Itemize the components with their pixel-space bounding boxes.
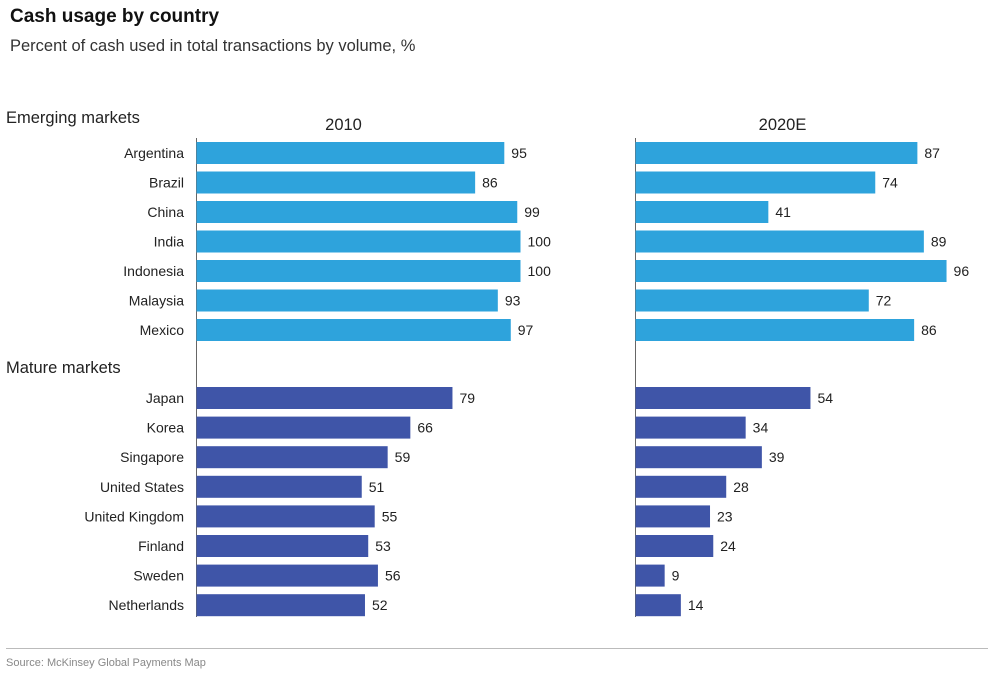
value-label: 24 xyxy=(720,538,736,554)
value-label: 72 xyxy=(876,293,892,309)
group-header: Emerging markets xyxy=(6,109,140,127)
category-label: Brazil xyxy=(149,175,184,191)
value-label: 96 xyxy=(954,263,970,279)
panel-header-2020e: 2020E xyxy=(759,116,807,134)
bar-2010 xyxy=(196,319,511,341)
source-divider xyxy=(6,648,988,649)
value-label: 93 xyxy=(505,293,521,309)
value-label: 23 xyxy=(717,508,733,524)
category-label: Indonesia xyxy=(123,263,184,279)
chart-title: Cash usage by country xyxy=(10,6,220,27)
category-label: United States xyxy=(100,479,184,495)
value-label: 100 xyxy=(528,234,552,250)
bar-2010 xyxy=(196,201,518,223)
value-label: 79 xyxy=(459,390,475,406)
value-label: 51 xyxy=(369,479,385,495)
bar-2020e xyxy=(635,475,727,498)
value-label: 99 xyxy=(524,204,540,220)
value-label: 54 xyxy=(817,390,833,406)
value-label: 39 xyxy=(769,449,785,465)
value-label: 86 xyxy=(921,322,937,338)
category-label: Finland xyxy=(138,538,184,554)
bar-2020e xyxy=(635,319,915,341)
panel-header-2010: 2010 xyxy=(325,116,362,134)
bar-2010 xyxy=(196,416,411,439)
bar-2020e xyxy=(635,387,811,409)
bar-2020e xyxy=(635,564,665,587)
bar-2010 xyxy=(196,535,369,557)
category-label: Korea xyxy=(147,420,185,436)
bar-2010 xyxy=(196,564,378,587)
bar-2020e xyxy=(635,446,762,469)
value-label: 55 xyxy=(382,508,398,524)
category-label: Argentina xyxy=(124,145,184,161)
value-label: 9 xyxy=(672,568,680,584)
bar-2010 xyxy=(196,446,388,469)
bar-2020e xyxy=(635,594,681,617)
value-label: 97 xyxy=(518,322,534,338)
category-label: Japan xyxy=(146,390,184,406)
bar-2010 xyxy=(196,505,375,528)
value-label: 95 xyxy=(511,145,527,161)
value-label: 86 xyxy=(482,175,498,191)
bar-2020e xyxy=(635,142,918,164)
category-label: China xyxy=(147,204,184,220)
value-label: 56 xyxy=(385,568,401,584)
value-label: 34 xyxy=(753,420,769,436)
chart-subtitle: Percent of cash used in total transactio… xyxy=(10,37,416,55)
bar-2020e xyxy=(635,416,746,439)
bar-2010 xyxy=(196,171,476,194)
source-note: Source: McKinsey Global Payments Map xyxy=(6,657,206,669)
value-label: 53 xyxy=(375,538,391,554)
bar-2010 xyxy=(196,475,362,498)
category-label: India xyxy=(154,234,185,250)
value-label: 89 xyxy=(931,234,947,250)
bar-2020e xyxy=(635,260,947,282)
bar-2020e xyxy=(635,230,924,253)
category-label: Netherlands xyxy=(109,597,185,613)
value-label: 87 xyxy=(924,145,940,161)
value-label: 100 xyxy=(528,263,552,279)
value-label: 74 xyxy=(882,175,898,191)
value-label: 28 xyxy=(733,479,749,495)
category-label: Singapore xyxy=(120,449,184,465)
bar-2020e xyxy=(635,171,876,194)
value-label: 52 xyxy=(372,597,388,613)
bar-chart: 2010 2020E Emerging markets Argentina 95 87 Br… xyxy=(6,109,970,617)
bar-2010 xyxy=(196,142,505,164)
category-label: Sweden xyxy=(133,568,184,584)
bar-2010 xyxy=(196,260,521,282)
bar-2010 xyxy=(196,230,521,253)
value-label: 14 xyxy=(688,597,704,613)
group-header: Mature markets xyxy=(6,359,121,377)
value-label: 41 xyxy=(775,204,791,220)
bar-2020e xyxy=(635,201,769,223)
value-label: 59 xyxy=(395,449,411,465)
bar-2010 xyxy=(196,594,365,617)
bar-2020e xyxy=(635,505,711,528)
category-label: Malaysia xyxy=(129,293,184,309)
bar-2020e xyxy=(635,535,714,557)
bar-2010 xyxy=(196,289,498,312)
category-label: Mexico xyxy=(140,322,185,338)
bar-2010 xyxy=(196,387,453,409)
category-label: United Kingdom xyxy=(84,508,184,524)
value-label: 66 xyxy=(417,420,433,436)
bar-2020e xyxy=(635,289,869,312)
